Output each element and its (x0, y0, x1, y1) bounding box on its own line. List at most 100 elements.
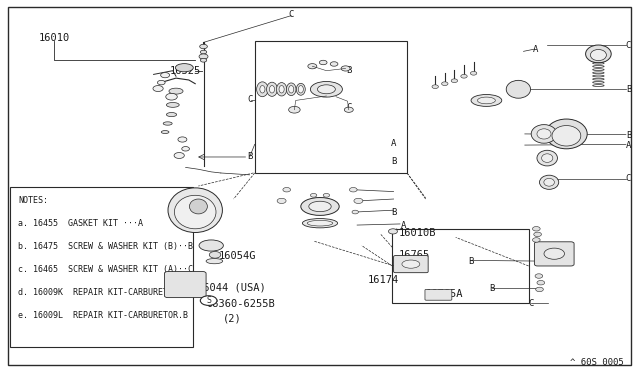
Ellipse shape (260, 86, 265, 93)
Text: 16765: 16765 (399, 250, 430, 260)
Circle shape (209, 251, 221, 258)
Ellipse shape (307, 220, 333, 226)
Ellipse shape (317, 85, 335, 94)
Circle shape (330, 62, 338, 66)
Text: B: B (247, 153, 252, 161)
Text: B: B (626, 85, 631, 94)
FancyBboxPatch shape (394, 256, 428, 273)
Ellipse shape (544, 248, 564, 259)
Circle shape (182, 147, 189, 151)
Text: S: S (206, 296, 211, 305)
Text: 16010B: 16010B (399, 228, 436, 237)
Text: 08360-6255B: 08360-6255B (207, 299, 275, 309)
Ellipse shape (537, 129, 551, 139)
Circle shape (442, 82, 448, 86)
Circle shape (536, 287, 543, 292)
Circle shape (388, 229, 397, 234)
Ellipse shape (169, 88, 183, 94)
Circle shape (451, 79, 458, 83)
Circle shape (319, 60, 327, 65)
Ellipse shape (279, 86, 284, 93)
Ellipse shape (402, 260, 420, 268)
Circle shape (352, 210, 358, 214)
Circle shape (178, 137, 187, 142)
Circle shape (349, 187, 357, 192)
Text: d. 16009K  REPAIR KIT-CARBURETOR.A: d. 16009K REPAIR KIT-CARBURETOR.A (18, 288, 188, 297)
Text: C: C (247, 95, 252, 104)
Ellipse shape (206, 259, 223, 264)
Ellipse shape (168, 188, 223, 232)
Text: 16174: 16174 (368, 275, 399, 285)
Ellipse shape (310, 81, 342, 97)
Ellipse shape (302, 219, 338, 228)
Ellipse shape (545, 119, 588, 149)
Circle shape (532, 238, 540, 242)
Circle shape (200, 50, 207, 54)
Circle shape (283, 187, 291, 192)
Ellipse shape (161, 131, 169, 134)
Text: 16010: 16010 (38, 33, 70, 43)
Ellipse shape (199, 240, 223, 251)
Text: c. 16465  SCREW & WASHER KIT (A)··C: c. 16465 SCREW & WASHER KIT (A)··C (18, 265, 193, 274)
FancyBboxPatch shape (164, 272, 206, 298)
Text: A: A (626, 141, 631, 150)
Ellipse shape (267, 82, 278, 96)
Text: b. 16475  SCREW & WASHER KIT (B)··B: b. 16475 SCREW & WASHER KIT (B)··B (18, 242, 193, 251)
Circle shape (200, 296, 217, 305)
Ellipse shape (531, 125, 557, 143)
Text: 16765A: 16765A (426, 289, 463, 299)
Circle shape (200, 44, 207, 49)
Ellipse shape (289, 86, 294, 93)
Ellipse shape (471, 94, 502, 106)
Ellipse shape (189, 199, 207, 214)
Text: C: C (346, 103, 351, 112)
Text: B: B (346, 66, 351, 75)
Ellipse shape (174, 195, 216, 229)
Ellipse shape (506, 80, 531, 98)
Ellipse shape (309, 201, 332, 212)
Ellipse shape (257, 82, 268, 97)
Ellipse shape (586, 45, 611, 63)
Ellipse shape (541, 154, 553, 163)
Text: 16325: 16325 (170, 66, 201, 76)
Text: B: B (391, 208, 396, 217)
Circle shape (537, 280, 545, 285)
Ellipse shape (301, 198, 339, 215)
Bar (10, 187, 193, 347)
Text: ^ 60S 0005: ^ 60S 0005 (570, 358, 624, 367)
Text: 16054G: 16054G (219, 251, 257, 261)
Ellipse shape (276, 83, 287, 96)
Ellipse shape (298, 86, 303, 93)
Text: B: B (626, 131, 631, 140)
Ellipse shape (166, 113, 177, 117)
Text: C: C (289, 10, 294, 19)
Text: (2): (2) (223, 313, 241, 323)
Ellipse shape (537, 150, 557, 166)
Text: NOTES:: NOTES: (18, 196, 48, 205)
FancyBboxPatch shape (534, 242, 574, 266)
Text: B: B (391, 157, 396, 166)
Circle shape (310, 193, 317, 197)
Circle shape (534, 232, 541, 237)
Text: C: C (529, 299, 534, 308)
Ellipse shape (591, 49, 607, 61)
Text: e. 16009L  REPAIR KIT-CARBURETOR.B: e. 16009L REPAIR KIT-CARBURETOR.B (18, 311, 188, 320)
Circle shape (277, 198, 286, 203)
Ellipse shape (269, 86, 275, 93)
Ellipse shape (163, 122, 172, 125)
Circle shape (289, 106, 300, 113)
Circle shape (200, 58, 207, 62)
Ellipse shape (540, 175, 559, 189)
Circle shape (470, 71, 477, 75)
Circle shape (157, 80, 165, 85)
Text: A: A (391, 139, 396, 148)
Circle shape (161, 73, 170, 78)
Circle shape (354, 198, 363, 203)
Text: C: C (626, 174, 631, 183)
Text: B: B (489, 284, 494, 293)
Circle shape (153, 86, 163, 92)
Ellipse shape (287, 83, 296, 96)
Circle shape (535, 274, 543, 278)
Circle shape (199, 54, 208, 59)
Circle shape (344, 107, 353, 112)
